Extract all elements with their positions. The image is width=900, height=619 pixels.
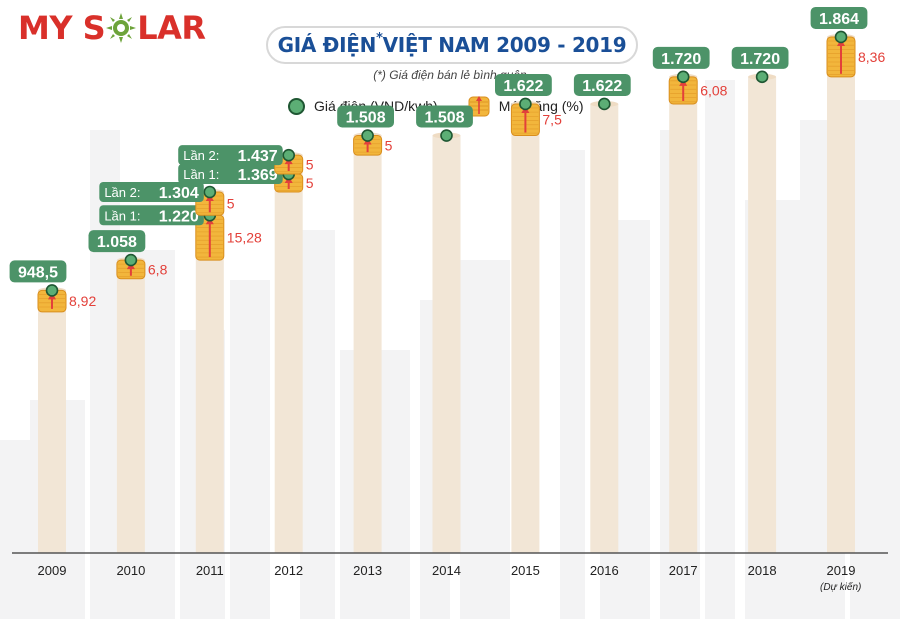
- price-label-2018-badge: [731, 46, 789, 69]
- price-dot-2019: [834, 30, 848, 44]
- price-dot-2015: [519, 97, 532, 111]
- price-label-2009-badge: [9, 260, 67, 283]
- increase-pct-2010-1: 6,8: [148, 261, 168, 277]
- price-label-2013-value: 1.508: [346, 110, 386, 127]
- price-dot-2017: [676, 70, 690, 84]
- step-label-2012-5: Lần 2:: [183, 148, 219, 163]
- price-label-2017-badge: [652, 46, 710, 69]
- price-label-2019-value: 1.864: [819, 11, 859, 28]
- price-label-2018-value: 1.720: [740, 51, 780, 68]
- bar-2016: [590, 103, 619, 554]
- step-label-2011-3: Lần 2:: [104, 185, 140, 200]
- forecast-note: (Dự kiến): [820, 582, 862, 593]
- bar-2015: [511, 103, 540, 554]
- sun-icon: [106, 13, 137, 43]
- x-tick-2014: 2014: [432, 563, 461, 578]
- increase-pct-2011-2: 15,28: [227, 230, 262, 246]
- price-dot-2010: [124, 253, 138, 267]
- chart-subtitle: (*) Giá điện bán lẻ bình quân: [373, 68, 527, 82]
- increase-pct-2011-3: 5: [227, 196, 235, 212]
- price-dot-2012-5: [282, 148, 296, 162]
- price-dot-2016: [597, 97, 611, 111]
- x-tick-2018: 2018: [748, 563, 777, 578]
- increase-pct-2009-0: 8,92: [69, 293, 96, 309]
- x-tick-2019: 2019: [827, 563, 856, 578]
- x-tick-2015: 2015: [511, 563, 540, 578]
- bar-2013: [353, 135, 382, 554]
- bar-2017: [669, 76, 698, 554]
- step-label-2012-4: Lần 1:: [183, 167, 219, 182]
- title-banner: GIÁ ĐIỆN*VIỆT NAM 2009 - 2019: [266, 26, 638, 64]
- increase-pct-2012-5: 5: [306, 157, 314, 173]
- price-dot-2014: [440, 129, 453, 142]
- price-label-2009-value: 948,5: [18, 264, 58, 281]
- step-price-2012-4: 1.369: [238, 167, 278, 184]
- increase-pct-2015-7: 7,5: [542, 112, 562, 128]
- price-label-2016-badge: [573, 73, 631, 96]
- bar-2012: [274, 155, 303, 553]
- price-dot-2009: [45, 284, 59, 297]
- x-tick-2009: 2009: [38, 563, 67, 578]
- price-label-2010-badge: [88, 230, 146, 253]
- step-badge-2011-2: [99, 205, 204, 226]
- bar-2018: [748, 76, 777, 554]
- x-tick-2012: 2012: [274, 563, 303, 578]
- step-price-2012-5: 1.437: [238, 148, 278, 165]
- x-tick-2010: 2010: [116, 563, 145, 578]
- price-dot-2018: [755, 70, 769, 84]
- increase-pct-2017-8: 6,08: [700, 82, 727, 98]
- brand-logo: MY S LAR: [18, 9, 206, 47]
- increase-pct-2013-6: 5: [385, 137, 393, 153]
- bar-2019: [827, 36, 855, 554]
- step-badge-2011-3: [99, 181, 204, 202]
- step-price-2011-3: 1.304: [159, 185, 199, 202]
- price-label-2016-value: 1.622: [582, 78, 622, 95]
- step-label-2011-2: Lần 1:: [104, 208, 140, 223]
- bar-2009: [38, 290, 66, 553]
- chart-title: GIÁ ĐIỆN*VIỆT NAM 2009 - 2019: [277, 31, 627, 57]
- price-label-2017-value: 1.720: [661, 51, 701, 68]
- price-marker-icon: [288, 97, 305, 115]
- price-dot-2011-3: [203, 185, 217, 199]
- price-dot-2013: [361, 129, 374, 142]
- coin-stack-icon: [468, 96, 490, 117]
- step-price-2011-2: 1.220: [159, 208, 199, 225]
- step-badge-2012-4: [178, 164, 283, 185]
- x-tick-2013: 2013: [353, 563, 382, 578]
- x-tick-2016: 2016: [590, 563, 619, 578]
- increase-pct-2019-9: 8,36: [858, 49, 885, 65]
- increase-pct-2012-4: 5: [306, 175, 314, 191]
- price-label-2013-badge: [337, 105, 394, 128]
- step-badge-2012-5: [178, 145, 283, 166]
- price-label-2014-badge: [416, 105, 473, 128]
- price-label-2010-value: 1.058: [97, 234, 137, 251]
- price-label-2019-badge: [810, 6, 868, 29]
- bar-2010: [116, 260, 145, 553]
- price-label-2015-value: 1.622: [503, 78, 543, 95]
- bar-2014: [432, 135, 461, 554]
- x-tick-2017: 2017: [669, 563, 698, 578]
- price-label-2014-value: 1.508: [424, 110, 464, 127]
- x-tick-2011: 2011: [196, 563, 224, 578]
- price-label-2015-badge: [495, 73, 552, 96]
